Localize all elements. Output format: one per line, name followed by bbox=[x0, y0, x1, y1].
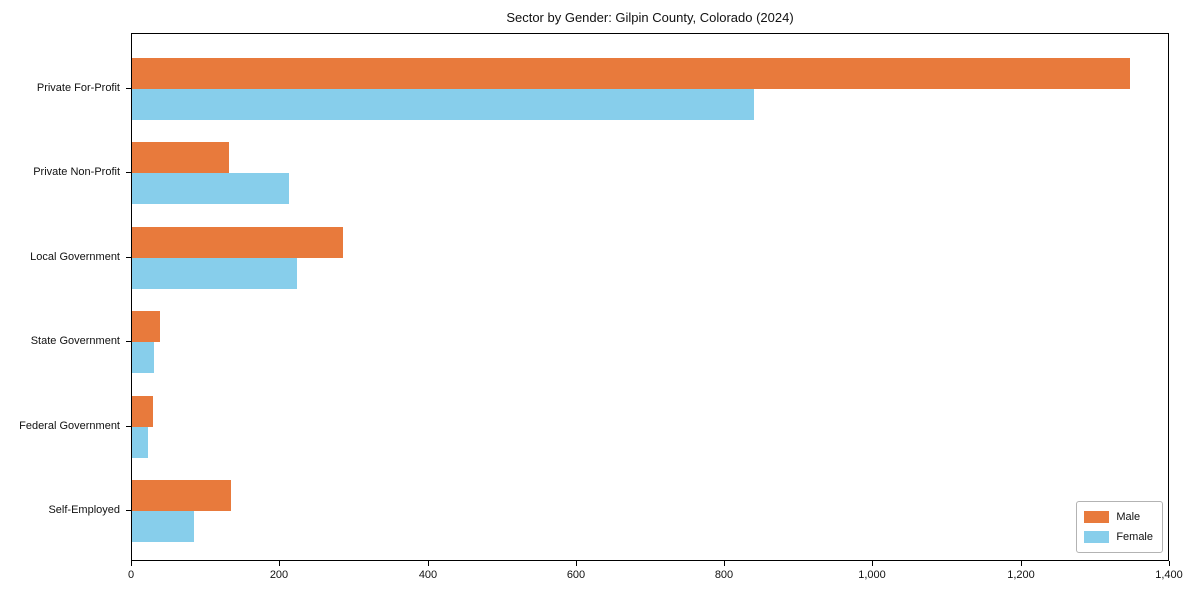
y-tick-label-state-government: State Government bbox=[30, 335, 120, 348]
y-tick-label-self-employed: Self-Employed bbox=[48, 504, 120, 516]
chart-title: Sector by Gender: Gilpin County, Colorad… bbox=[506, 10, 794, 25]
x-tick-mark bbox=[1021, 561, 1022, 566]
x-tick-label-200: 200 bbox=[269, 569, 289, 581]
legend-swatch-male bbox=[1084, 511, 1110, 523]
y-tick-label-local-government: Local Government bbox=[30, 250, 120, 263]
x-tick-label-400: 400 bbox=[418, 569, 438, 581]
y-tick-mark bbox=[126, 172, 131, 174]
bar-male-state-government bbox=[132, 311, 160, 343]
bar-female-federal-government bbox=[132, 426, 148, 458]
x-tick-mark bbox=[131, 561, 132, 566]
x-tick-label-1-000: 1,000 bbox=[858, 569, 886, 581]
bar-female-state-government bbox=[132, 342, 154, 374]
legend-item-male: Male bbox=[1084, 507, 1153, 527]
x-tick-label-1-200: 1,200 bbox=[1007, 569, 1035, 581]
x-tick-mark bbox=[428, 561, 429, 566]
y-tick-label-federal-government: Federal Government bbox=[19, 419, 120, 432]
bar-male-federal-government bbox=[132, 395, 153, 427]
x-tick-mark bbox=[724, 561, 725, 566]
bar-male-self-employed bbox=[132, 480, 231, 511]
legend-label-male: Male bbox=[1116, 511, 1141, 523]
bar-male-private-non-profit bbox=[132, 142, 229, 174]
y-tick-mark bbox=[126, 341, 131, 343]
bar-male-private-for-profit bbox=[132, 58, 1130, 89]
y-tick-mark bbox=[126, 256, 131, 258]
legend-label-female: Female bbox=[1116, 531, 1153, 543]
x-tick-label-600: 600 bbox=[566, 569, 586, 581]
bar-female-self-employed bbox=[132, 511, 194, 542]
legend: Male Female bbox=[1076, 501, 1163, 553]
x-tick-mark bbox=[279, 561, 280, 566]
bar-female-private-for-profit bbox=[132, 89, 754, 120]
y-tick-mark bbox=[126, 510, 131, 511]
bar-female-local-government bbox=[132, 257, 297, 289]
bar-female-private-non-profit bbox=[132, 173, 289, 205]
x-tick-label-0: 0 bbox=[127, 569, 135, 581]
y-tick-mark bbox=[126, 88, 131, 89]
x-tick-label-800: 800 bbox=[714, 569, 734, 581]
legend-item-female: Female bbox=[1084, 527, 1153, 547]
x-tick-mark bbox=[576, 561, 577, 566]
y-tick-label-private-for-profit: Private For-Profit bbox=[36, 82, 120, 94]
plot-area: Male Female bbox=[131, 33, 1169, 561]
y-tick-label-private-non-profit: Private Non-Profit bbox=[33, 166, 120, 179]
y-tick-mark bbox=[126, 425, 131, 427]
x-tick-mark bbox=[872, 561, 873, 566]
legend-swatch-female bbox=[1084, 531, 1110, 543]
bar-male-local-government bbox=[132, 226, 343, 258]
x-tick-label-1-400: 1,400 bbox=[1155, 569, 1183, 581]
x-tick-mark bbox=[1169, 561, 1170, 566]
